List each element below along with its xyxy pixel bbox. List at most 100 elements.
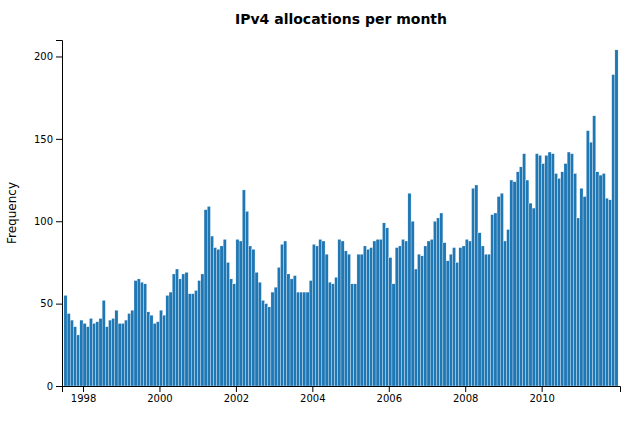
bar [319,239,322,386]
bar [296,292,299,386]
bar [414,269,417,386]
bar [561,172,564,386]
bar [258,282,261,386]
tick-mark [56,304,62,305]
bar [484,254,487,386]
bar [239,241,242,386]
bar [373,241,376,386]
bar [462,246,465,386]
tick-label: 2010 [529,393,554,404]
bar [96,322,99,386]
bar [249,246,252,386]
bar [609,200,612,386]
bar [605,198,608,386]
bar [147,312,150,386]
bar [150,315,153,386]
tick: 2004 [300,386,325,404]
tick-mark [159,386,160,392]
bar [169,292,172,386]
bar [615,50,618,386]
chart: 1998200020022004200620082010050100150200… [0,0,640,426]
tick-mark [56,221,62,222]
bar [188,294,191,386]
bar [172,274,175,386]
bar [93,323,96,386]
tick: 150 [34,134,62,145]
tick-mark [83,386,84,392]
bar [226,262,229,386]
bar [370,248,373,386]
bar [529,203,532,386]
bar [475,185,478,386]
bar [443,243,446,386]
bar [179,279,182,386]
bar [395,248,398,386]
tick-label: 2006 [377,393,402,404]
title: IPv4 allocations per month [235,11,447,27]
bar [523,154,526,386]
bar [252,249,255,386]
bar [159,310,162,386]
bar [338,239,341,386]
bar [452,248,455,386]
axis-line [56,41,63,387]
bar [363,246,366,386]
bar [545,155,548,386]
tick: 0 [47,381,62,392]
y-axis: 050100150200 [34,41,63,392]
bar [163,315,166,386]
bar [284,241,287,386]
bar [526,180,529,386]
tick-label: 200 [34,51,53,62]
bar [564,164,567,386]
tick: 200 [34,51,62,62]
bar [427,241,430,386]
bar [554,173,557,386]
bar [115,310,118,386]
bar [220,246,223,386]
bar [182,274,185,386]
bar [583,197,586,386]
bar [510,180,513,386]
bar [255,272,258,386]
bar [580,188,583,386]
bar [567,152,570,386]
bar [306,292,309,386]
bar [491,215,494,386]
bar [570,154,573,386]
bar [335,277,338,386]
bar [538,155,541,386]
tick: 1998 [71,386,96,404]
bar [185,272,188,386]
bar [386,228,389,386]
tick-label: 2008 [453,393,478,404]
bar [494,213,497,386]
bar [204,210,207,386]
bar [468,241,471,386]
bar [351,284,354,386]
bar [118,323,121,386]
bar [73,327,76,386]
bar [99,318,102,386]
bar [198,281,201,386]
bar [405,241,408,386]
bar [402,239,405,386]
bar [497,197,500,386]
bar [271,292,274,386]
bar [175,269,178,386]
bar [577,218,580,386]
tick-mark [312,386,313,392]
bar [217,249,220,386]
bar [134,281,137,386]
bar [105,327,108,386]
tick-label: 0 [47,381,53,392]
x-axis: 1998200020022004200620082010 [63,386,621,404]
bar [589,142,592,386]
bar [230,279,233,386]
bar [440,213,443,386]
bar [191,294,194,386]
bar [131,310,134,386]
bar [328,282,331,386]
bar [446,261,449,386]
bar [408,193,411,386]
